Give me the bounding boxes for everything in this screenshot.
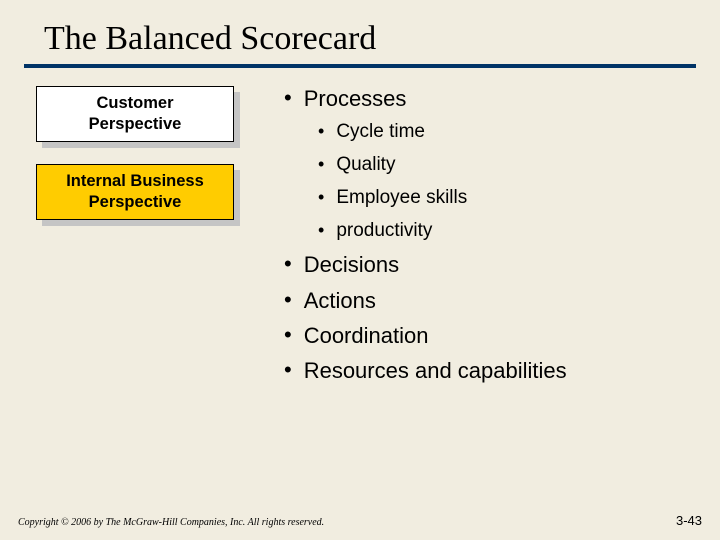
box-customer-wrap: Customer Perspective (36, 86, 266, 142)
bullet-text: Actions (304, 288, 376, 313)
bullet-l2: • productivity (318, 220, 567, 243)
bullet-text: Employee skills (336, 187, 467, 210)
box-line: Customer (96, 94, 173, 112)
copyright-text: Copyright © 2006 by The McGraw-Hill Comp… (18, 517, 324, 528)
box-internal-wrap: Internal Business Perspective (36, 164, 266, 220)
bullet-marker: • (284, 252, 292, 276)
bullet-marker: • (318, 220, 324, 242)
bullet-text: Processes (304, 86, 407, 111)
box-internal: Internal Business Perspective (36, 164, 234, 220)
slide-title: The Balanced Scorecard (0, 0, 720, 64)
bullet-text: Resources and capabilities (304, 358, 567, 383)
bullet-l1: • Decisions (284, 252, 567, 277)
bullet-text: Cycle time (336, 121, 425, 144)
bullet-text: productivity (336, 220, 432, 243)
bullet-l2: • Cycle time (318, 121, 567, 144)
bullet-l1: • Actions (284, 288, 567, 313)
left-column: Customer Perspective Internal Business P… (36, 86, 266, 394)
bullet-marker: • (318, 121, 324, 143)
box-customer: Customer Perspective (36, 86, 234, 142)
bullet-marker: • (284, 288, 292, 312)
bullet-l1: • Coordination (284, 323, 567, 348)
bullet-l2: • Employee skills (318, 187, 567, 210)
bullet-marker: • (318, 154, 324, 176)
bullet-marker: • (318, 187, 324, 209)
box-label: Customer Perspective (89, 93, 182, 134)
bullet-text: Decisions (304, 252, 399, 277)
page-number: 3-43 (676, 513, 702, 528)
right-column: • Processes • Cycle time • Quality • Emp… (266, 86, 567, 394)
bullet-marker: • (284, 86, 292, 110)
box-line: Internal Business (66, 172, 204, 190)
box-line: Perspective (89, 115, 182, 133)
content-area: Customer Perspective Internal Business P… (0, 68, 720, 394)
bullet-marker: • (284, 358, 292, 382)
bullet-l1: • Resources and capabilities (284, 358, 567, 383)
bullet-text: Coordination (304, 323, 429, 348)
slide: The Balanced Scorecard Customer Perspect… (0, 0, 720, 540)
bullet-text: Quality (336, 154, 395, 177)
bullet-l1: • Processes (284, 86, 567, 111)
bullet-l2: • Quality (318, 154, 567, 177)
box-line: Perspective (89, 193, 182, 211)
box-label: Internal Business Perspective (66, 171, 204, 212)
footer: Copyright © 2006 by The McGraw-Hill Comp… (18, 513, 702, 528)
bullet-marker: • (284, 323, 292, 347)
